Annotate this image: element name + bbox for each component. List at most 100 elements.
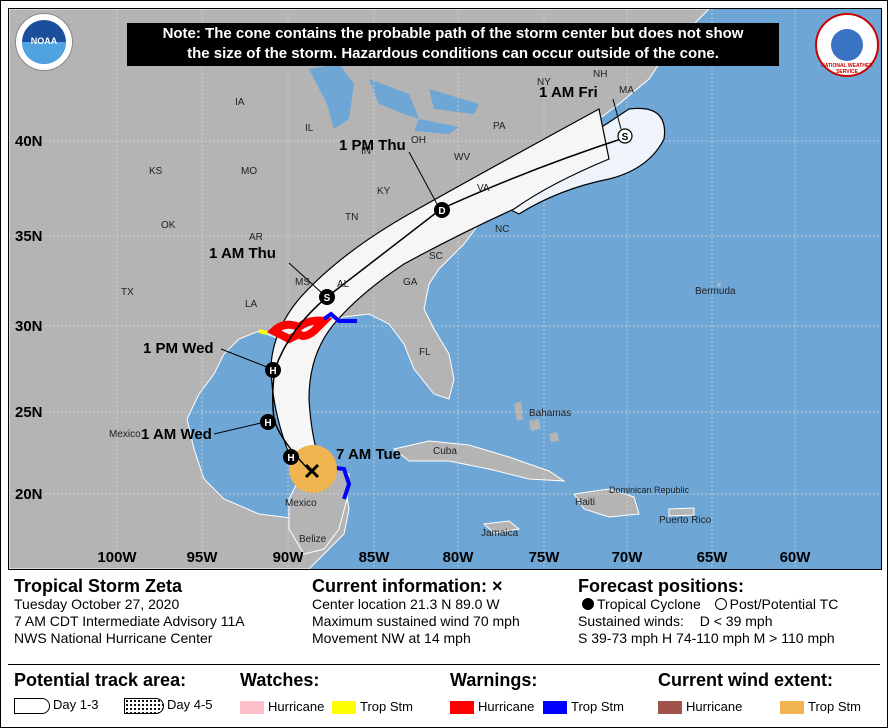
- svg-text:FL: FL: [419, 347, 431, 358]
- cone-note-line2: the size of the storm. Hazardous conditi…: [187, 45, 719, 62]
- svg-text:SC: SC: [429, 251, 443, 262]
- svg-text:65W: 65W: [697, 549, 729, 566]
- sustained-winds-label: Sustained winds:: [578, 613, 684, 629]
- current-info-title: Current information: ×: [312, 576, 503, 596]
- svg-text:90W: 90W: [273, 549, 305, 566]
- tropical-cyclone-icon: [582, 598, 594, 610]
- ts-watch-label: Trop Stm: [360, 699, 413, 714]
- svg-text:25N: 25N: [15, 404, 43, 421]
- legend-day-4-5-label: Day 4-5: [167, 697, 213, 712]
- label-7am-tue: 7 AM Tue: [336, 446, 401, 463]
- wind-scale: S 39-73 mph H 74-110 mph M > 110 mph: [578, 630, 835, 646]
- svg-text:100W: 100W: [97, 549, 137, 566]
- svg-text:LA: LA: [245, 299, 258, 310]
- storm-info: Tropical Storm Zeta Tuesday October 27, …: [14, 576, 304, 647]
- noaa-logo-text: NOAA: [30, 36, 58, 46]
- svg-text:KS: KS: [149, 166, 163, 177]
- legend-day-1-3-label: Day 1-3: [53, 697, 99, 712]
- ts-wind-label: Trop Stm: [808, 699, 861, 714]
- cone-day-1-3-icon: [14, 697, 50, 714]
- svg-text:35N: 35N: [15, 228, 43, 245]
- depression-threshold: D < 39 mph: [699, 613, 773, 629]
- svg-text:60W: 60W: [780, 549, 812, 566]
- svg-text:Mexico: Mexico: [285, 498, 317, 509]
- svg-text:70W: 70W: [612, 549, 644, 566]
- label-1am-wed: 1 AM Wed: [141, 426, 212, 443]
- forecast-time-labels: 1 AM Fri 1 PM Thu 1 AM Thu 1 PM Wed 1 AM…: [141, 84, 598, 463]
- svg-text:VA: VA: [477, 183, 490, 194]
- svg-text:AR: AR: [249, 232, 263, 243]
- ts-warning-label: Trop Stm: [571, 699, 624, 714]
- cuba: [392, 440, 566, 482]
- current-position-marker: [304, 463, 320, 479]
- max-wind: Maximum sustained wind 70 mph: [312, 613, 520, 629]
- svg-text:Dominican Republic: Dominican Republic: [609, 485, 690, 495]
- legend-day-1-3: Day 1-3: [14, 697, 99, 714]
- svg-text:Haiti: Haiti: [575, 497, 595, 508]
- svg-text:TX: TX: [121, 287, 134, 298]
- svg-text:Jamaica: Jamaica: [481, 528, 519, 539]
- movement: Movement NW at 14 mph: [312, 630, 471, 646]
- svg-text:75W: 75W: [529, 549, 561, 566]
- wind-extent-title: Current wind extent:: [658, 670, 834, 690]
- svg-text:IN: IN: [361, 146, 371, 157]
- post-tc-label: Post/Potential TC: [729, 596, 839, 612]
- legend-rule: [8, 664, 880, 665]
- hurricane-warning-swatch: [450, 701, 474, 715]
- svg-text:MO: MO: [241, 166, 257, 177]
- legend-ts-wind: Trop Stm: [780, 699, 861, 715]
- svg-text:80W: 80W: [443, 549, 475, 566]
- hurricane-warning-coast: [267, 316, 333, 344]
- marker-1pm-wed: H: [265, 362, 281, 378]
- marker-1pm-thu: D: [434, 202, 450, 218]
- legend-hurricane-wind: Hurricane: [658, 699, 742, 715]
- svg-text:IL: IL: [305, 123, 314, 134]
- issuing-center: NWS National Hurricane Center: [14, 630, 213, 646]
- cone-day-4-5-icon: [124, 697, 164, 714]
- legend-hurricane-watch: Hurricane: [240, 699, 324, 715]
- svg-text:Puerto Rico: Puerto Rico: [659, 515, 712, 526]
- nws-logo: NATIONAL WEATHER SERVICE: [815, 13, 879, 77]
- ts-warning-swatch: [543, 701, 567, 715]
- nws-logo-text: NATIONAL WEATHER SERVICE: [821, 63, 873, 75]
- map-svg: S D S H H H 1 AM Fri 1 PM Thu 1 AM Thu 1…: [9, 9, 881, 569]
- svg-text:H: H: [287, 453, 294, 464]
- bermuda: [717, 283, 721, 287]
- hispaniola: [573, 488, 640, 518]
- svg-text:KY: KY: [377, 186, 391, 197]
- svg-text:Bermuda: Bermuda: [695, 286, 736, 297]
- legend-hurricane-warning: Hurricane: [450, 699, 534, 715]
- tropical-cyclone-label: Tropical Cyclone: [597, 596, 701, 612]
- ts-warning-coast-east: [322, 311, 357, 323]
- cone-day-1-3: [270, 108, 610, 460]
- cone-note-line1: Note: The cone contains the probable pat…: [162, 25, 744, 42]
- svg-text:GA: GA: [403, 277, 418, 288]
- svg-text:D: D: [438, 206, 445, 217]
- bahamas: [514, 401, 559, 442]
- storm-name: Tropical Storm Zeta: [14, 576, 183, 596]
- label-1am-fri: 1 AM Fri: [539, 84, 598, 101]
- label-1am-thu: 1 AM Thu: [209, 245, 276, 262]
- cone-note: Note: The cone contains the probable pat…: [127, 23, 779, 66]
- jamaica: [482, 520, 521, 534]
- marker-1am-fri: S: [617, 128, 633, 144]
- svg-text:S: S: [324, 293, 331, 304]
- legend-day-4-5: Day 4-5: [124, 697, 213, 714]
- center-location: Center location 21.3 N 89.0 W: [312, 596, 500, 612]
- svg-text:85W: 85W: [359, 549, 391, 566]
- svg-text:PA: PA: [493, 121, 506, 132]
- forecast-positions-legend: Forecast positions: Tropical Cyclone Pos…: [578, 576, 878, 647]
- svg-text:NY: NY: [537, 77, 551, 88]
- noaa-logo: NOAA: [15, 13, 73, 71]
- svg-text:Bahamas: Bahamas: [529, 408, 571, 419]
- current-info: Current information: × Center location 2…: [312, 576, 572, 647]
- svg-text:40N: 40N: [15, 133, 43, 150]
- svg-text:WV: WV: [454, 152, 470, 163]
- svg-text:MS: MS: [295, 277, 310, 288]
- hurricane-warning-label: Hurricane: [478, 699, 535, 714]
- longitude-labels: 100W 95W 90W 85W 80W 75W 70W 65W 60W: [97, 549, 811, 566]
- post-tc-icon: [714, 598, 727, 610]
- svg-text:20N: 20N: [15, 486, 43, 503]
- marker-7am-tue: H: [283, 449, 299, 465]
- puerto-rico: [668, 507, 695, 517]
